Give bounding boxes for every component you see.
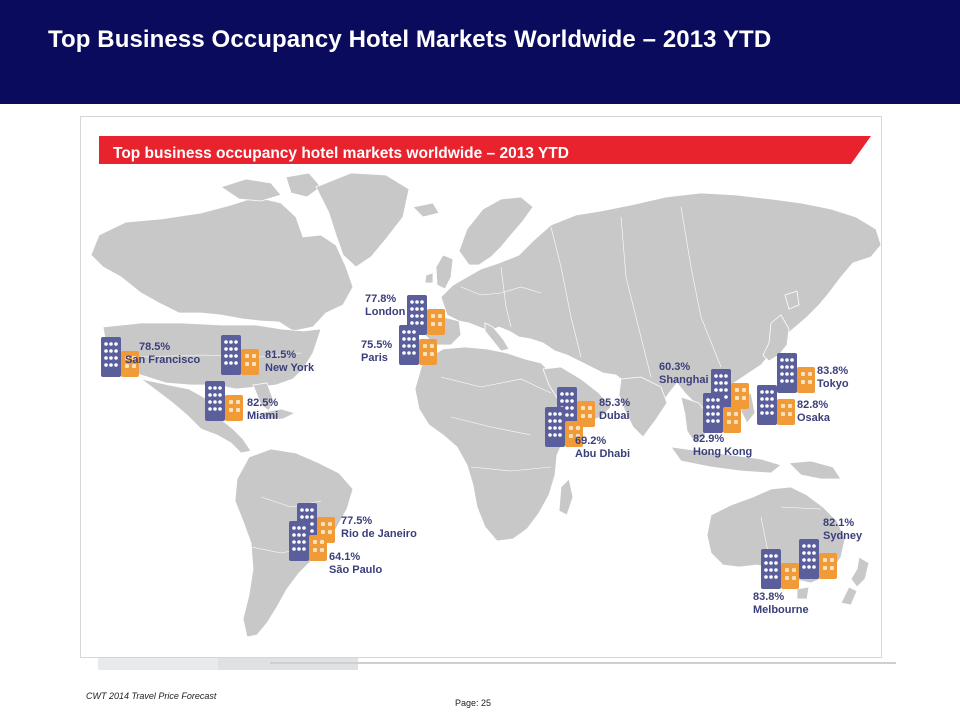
hotel-pair-icon bbox=[701, 391, 745, 435]
hotel-pair-icon bbox=[543, 405, 587, 449]
figure-shadow bbox=[270, 662, 896, 664]
hotel-pair-icon bbox=[203, 379, 247, 423]
city-name: Miami bbox=[247, 410, 279, 422]
occupancy-value: 82.5% bbox=[247, 397, 279, 409]
occupancy-value: 82.1% bbox=[823, 517, 855, 529]
occupancy-value: 75.5% bbox=[361, 339, 393, 351]
city-name: Paris bbox=[361, 352, 388, 364]
occupancy-value: 81.5% bbox=[265, 349, 297, 361]
market-label-osaka: 82.8% Osaka bbox=[797, 399, 830, 425]
city-name: Abu Dhabi bbox=[575, 448, 630, 460]
city-name: Osaka bbox=[797, 412, 831, 424]
city-name: San Francisco bbox=[125, 354, 201, 366]
hotel-pair-icon bbox=[755, 383, 799, 427]
market-label-melbourne: 83.8% Melbourne bbox=[753, 591, 809, 617]
banner-background bbox=[99, 136, 871, 164]
market-label-dubai: 85.3% Dubai bbox=[599, 397, 630, 423]
city-name: Shanghai bbox=[659, 374, 709, 386]
hotel-pair-icon bbox=[219, 333, 263, 377]
hotel-pair-icon bbox=[759, 547, 803, 591]
occupancy-value: 60.3% bbox=[659, 361, 691, 373]
market-label-london: 77.8% London bbox=[365, 293, 405, 319]
occupancy-value: 77.5% bbox=[341, 515, 373, 527]
hotel-pair-icon bbox=[405, 293, 449, 337]
city-name: Sydney bbox=[823, 530, 863, 542]
occupancy-value: 83.8% bbox=[753, 591, 785, 603]
market-label-hong-kong: 82.9% Hong Kong bbox=[693, 433, 752, 459]
hotel-pair-icon bbox=[709, 367, 753, 411]
hotel-pair-icon bbox=[797, 537, 841, 581]
city-name: Rio de Janeiro bbox=[341, 528, 417, 540]
city-name: Melbourne bbox=[753, 604, 809, 616]
slide-title: Top Business Occupancy Hotel Markets Wor… bbox=[48, 26, 772, 53]
city-name: Tokyo bbox=[817, 378, 849, 390]
occupancy-value: 85.3% bbox=[599, 397, 631, 409]
market-label-sydney: 82.1% Sydney bbox=[823, 517, 862, 543]
footer-source: CWT 2014 Travel Price Forecast bbox=[86, 691, 217, 701]
hotel-pair-icon bbox=[775, 351, 819, 395]
occupancy-value: 64.1% bbox=[329, 551, 361, 563]
banner-title: Top business occupancy hotel markets wor… bbox=[113, 145, 569, 162]
hotel-pair-icon bbox=[397, 323, 441, 367]
market-label-san-francisco: 78.5% San Francisco bbox=[125, 341, 200, 367]
occupancy-value: 83.8% bbox=[817, 365, 849, 377]
city-name: London bbox=[365, 306, 406, 318]
occupancy-value: 69.2% bbox=[575, 435, 607, 447]
footer-page-number: Page: 25 bbox=[455, 698, 492, 708]
hotel-pair-icon bbox=[99, 335, 143, 379]
occupancy-value: 82.9% bbox=[693, 433, 725, 445]
occupancy-value: 77.8% bbox=[365, 293, 397, 305]
market-label-new-york: 81.5% New York bbox=[265, 349, 314, 375]
market-label-miami: 82.5% Miami bbox=[247, 397, 278, 423]
market-label-tokyo: 83.8% Tokyo bbox=[817, 365, 849, 391]
market-label-shanghai: 60.3% Shanghai bbox=[659, 361, 709, 387]
market-label-paris: 75.5% Paris bbox=[361, 339, 392, 365]
occupancy-value: 78.5% bbox=[139, 341, 171, 353]
city-name: São Paulo bbox=[329, 564, 383, 576]
city-name: Hong Kong bbox=[693, 446, 753, 458]
market-label-s-o-paulo: 64.1% São Paulo bbox=[329, 551, 382, 577]
hotel-pair-icon bbox=[287, 519, 331, 563]
slide-header: Top Business Occupancy Hotel Markets Wor… bbox=[0, 0, 960, 104]
market-label-rio-de-janeiro: 77.5% Rio de Janeiro bbox=[341, 515, 417, 541]
map-figure: Top business occupancy hotel markets wor… bbox=[80, 116, 882, 658]
city-name: Dubai bbox=[599, 410, 630, 422]
world-map bbox=[90, 172, 881, 638]
city-name: New York bbox=[265, 362, 315, 374]
market-label-abu-dhabi: 69.2% Abu Dhabi bbox=[575, 435, 630, 461]
occupancy-value: 82.8% bbox=[797, 399, 829, 411]
